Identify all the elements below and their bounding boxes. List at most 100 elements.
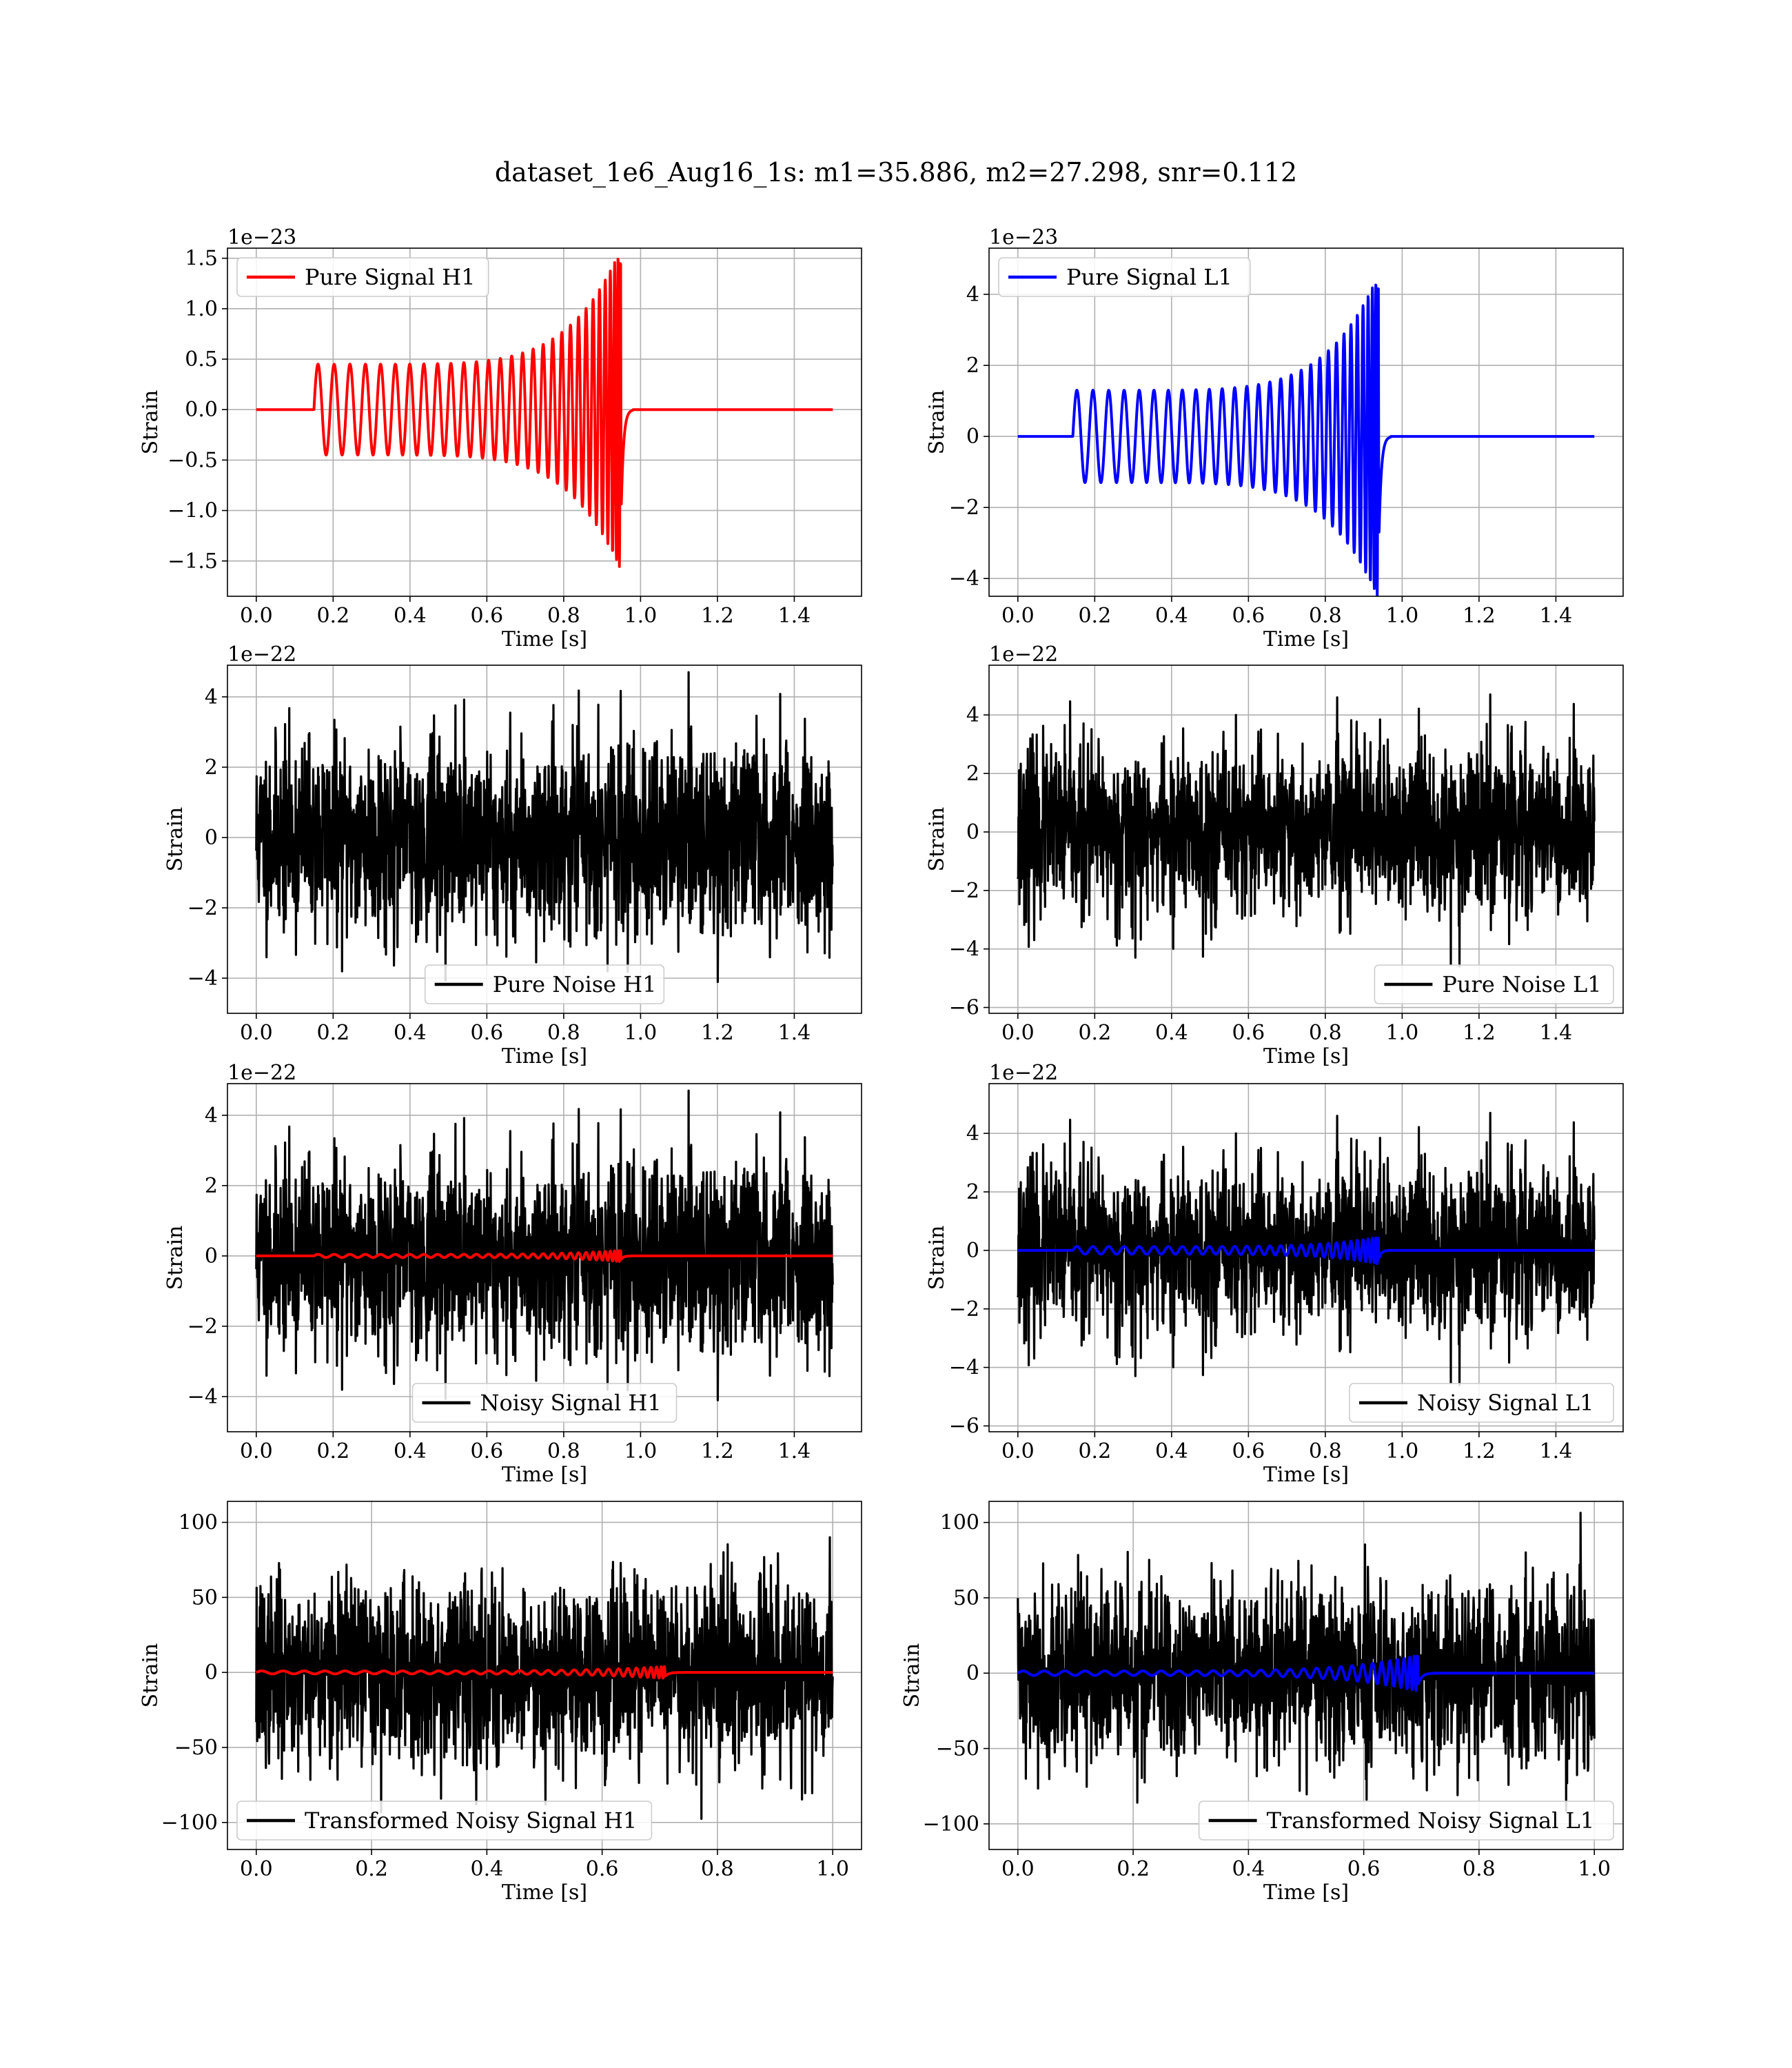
x-tick-label: 1.0	[816, 1857, 849, 1881]
y-tick-label: −4	[949, 937, 979, 962]
x-axis-label: Time [s]	[502, 1463, 587, 1487]
x-tick-label: 1.4	[778, 1021, 811, 1045]
axes-frame	[227, 247, 862, 597]
y-tick-label: −4	[187, 966, 218, 991]
legend-box	[424, 964, 665, 1004]
x-tick-label: 1.2	[1463, 604, 1496, 628]
series-group	[1017, 1512, 1596, 1812]
x-tick-label: 1.0	[1386, 1021, 1419, 1045]
x-tick-label: 0.8	[547, 1021, 580, 1045]
y-offset-label: 1e−22	[989, 642, 1058, 667]
y-offset-label: 1e−23	[227, 225, 296, 250]
x-tick-label: 1.0	[624, 604, 658, 628]
x-tick-label: 0.8	[1309, 1439, 1342, 1463]
series-group	[255, 257, 834, 568]
y-tick-label: 1.0	[185, 297, 218, 321]
x-tick-label: 0.6	[586, 1857, 619, 1881]
axes-frame	[988, 247, 1624, 597]
series-group	[255, 1089, 834, 1401]
y-tick-label: −2	[949, 496, 979, 520]
legend-box	[1349, 1383, 1614, 1423]
legend: Noisy Signal L1	[1349, 1383, 1614, 1423]
x-tick-label: 0.6	[1232, 1439, 1265, 1463]
axes-frame	[988, 1501, 1624, 1850]
x-axis-label: Time [s]	[1263, 1463, 1349, 1487]
x-tick-label: 0.2	[1078, 604, 1111, 628]
x-tick-label: 0.6	[471, 604, 504, 628]
legend-box	[1374, 964, 1614, 1004]
y-tick-label: −4	[949, 567, 979, 591]
x-tick-label: 1.0	[1386, 1439, 1419, 1463]
figure-title: dataset_1e6_Aug16_1s: m1=35.886, m2=27.2…	[494, 157, 1298, 187]
legend: Pure Signal L1	[998, 257, 1251, 297]
y-tick-label: 2	[966, 354, 979, 378]
legend-label: Transformed Noisy Signal H1	[305, 1807, 637, 1834]
y-axis-label: Strain	[163, 807, 187, 872]
series-group	[255, 671, 834, 983]
y-axis-label: Strain	[900, 1643, 924, 1708]
legend: Transformed Noisy Signal H1	[236, 1801, 653, 1841]
x-tick-label: 0.4	[394, 1021, 427, 1045]
x-tick-label: 0.0	[1001, 604, 1035, 628]
y-offset-label: 1e−22	[227, 1061, 296, 1085]
axes-frame	[227, 665, 862, 1014]
x-axis-label: Time [s]	[1263, 1881, 1349, 1905]
axes-frame	[988, 1083, 1624, 1432]
x-tick-label: 1.4	[1540, 1439, 1573, 1463]
x-tick-label: 1.2	[701, 604, 734, 628]
x-tick-label: 0.6	[1347, 1857, 1381, 1881]
y-tick-label: −2	[187, 896, 218, 920]
panel-pure-noise-h1: 0.0 0.2 0.4 0.6 0.8 1.0 1.2 1.4 −4 −2 0 2 4 Time [s] S…	[163, 642, 862, 1068]
signal-line	[1017, 1654, 1596, 1692]
y-offset-label: 1e−22	[227, 642, 296, 667]
x-tick-label: 0.4	[1232, 1857, 1265, 1881]
x-tick-label: 0.8	[547, 604, 580, 628]
plot-area	[989, 248, 1623, 596]
y-tick-label: −2	[187, 1315, 218, 1339]
y-tick-label: −1.5	[167, 549, 218, 574]
x-tick-label: 1.4	[778, 604, 811, 628]
legend-label: Noisy Signal L1	[1417, 1390, 1594, 1416]
panel-pure-noise-l1: 0.0 0.2 0.4 0.6 0.8 1.0 1.2 1.4 −6 −4 −2 0 2 4 Time [s…	[925, 642, 1624, 1068]
legend: Transformed Noisy Signal L1	[1198, 1801, 1614, 1841]
x-tick-label: 0.8	[1309, 1021, 1342, 1045]
legend-box	[236, 1801, 653, 1841]
x-tick-label: 1.0	[1578, 1857, 1611, 1881]
signal-line	[255, 1249, 834, 1263]
y-tick-label: −2	[949, 879, 979, 903]
x-tick-label: 0.0	[240, 1021, 273, 1045]
x-tick-label: 0.4	[394, 604, 427, 628]
axes-frame	[227, 1501, 862, 1850]
x-tick-label: 1.4	[778, 1439, 811, 1463]
y-tick-label: 4	[966, 1122, 979, 1146]
y-tick-label: −6	[949, 1415, 979, 1439]
y-tick-label: 100	[940, 1511, 979, 1535]
legend: Noisy Signal H1	[411, 1383, 678, 1423]
x-tick-label: 0.8	[1463, 1857, 1496, 1881]
x-tick-label: 0.2	[316, 604, 349, 628]
x-tick-label: 1.4	[1540, 1021, 1573, 1045]
legend-box	[998, 257, 1251, 297]
y-tick-label: 4	[966, 703, 979, 727]
y-axis-label: Strain	[925, 807, 949, 872]
y-tick-label: 0	[966, 1239, 979, 1263]
legend: Pure Signal H1	[236, 257, 489, 297]
y-tick-label: 0.0	[185, 398, 218, 422]
y-tick-label: 100	[179, 1510, 218, 1534]
x-tick-label: 1.0	[624, 1021, 658, 1045]
y-tick-label: 0.5	[185, 347, 218, 372]
x-tick-label: 0.2	[316, 1439, 349, 1463]
x-tick-label: 0.6	[471, 1439, 504, 1463]
x-tick-label: 0.0	[240, 1857, 273, 1881]
x-axis-label: Time [s]	[1263, 627, 1349, 651]
x-tick-label: 0.8	[1309, 604, 1342, 628]
x-tick-label: 0.4	[394, 1439, 427, 1463]
axes-frame	[988, 665, 1624, 1014]
signal-line	[1017, 283, 1596, 596]
series-group	[255, 1536, 834, 1821]
x-tick-label: 0.0	[1001, 1857, 1035, 1881]
series-group	[1017, 283, 1596, 596]
y-tick-label: 0	[205, 1661, 218, 1685]
legend: Pure Noise H1	[424, 964, 665, 1004]
legend-label: Noisy Signal H1	[480, 1390, 662, 1416]
